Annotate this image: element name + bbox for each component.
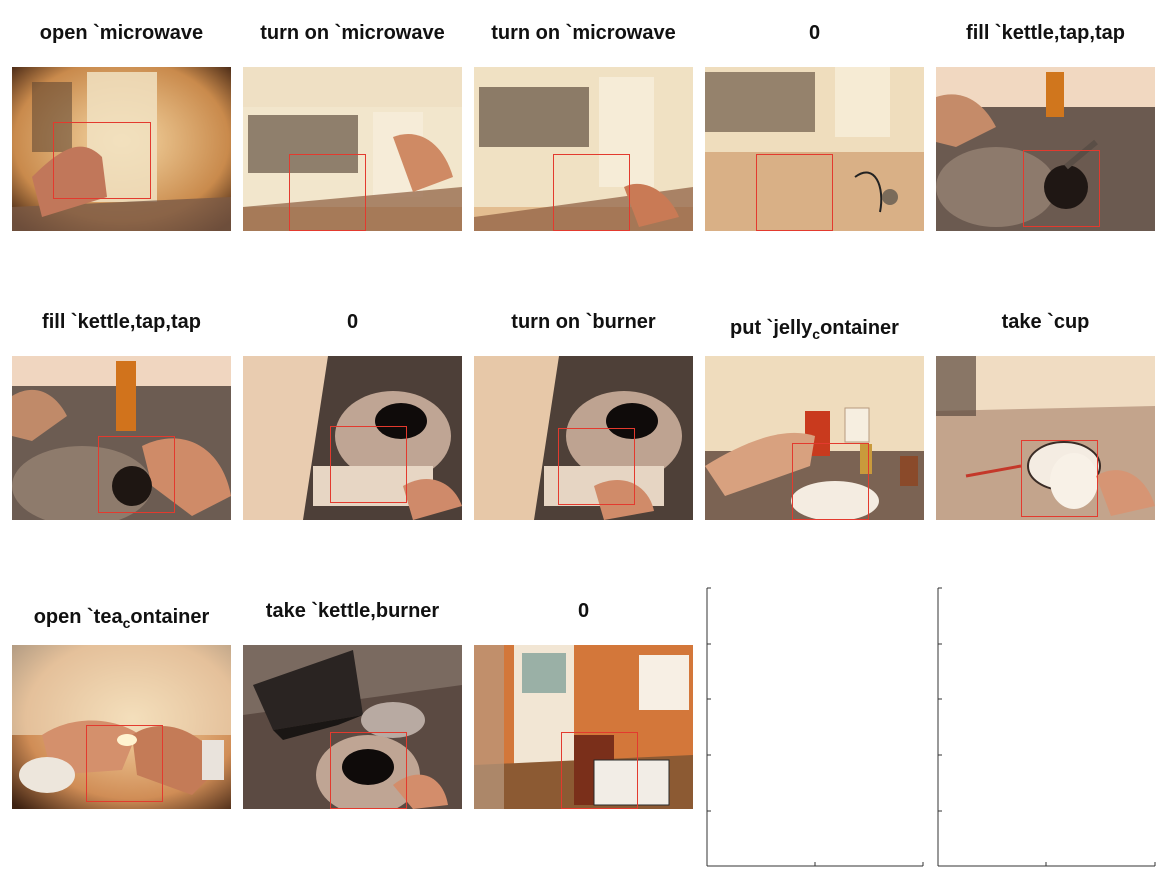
bounding-box xyxy=(53,122,151,199)
tile-title: turn on `burner xyxy=(511,311,656,333)
video-frame xyxy=(12,356,231,520)
empty-axes-2 xyxy=(937,587,1156,867)
tile-title: open `teacontainer xyxy=(33,606,210,631)
video-frame xyxy=(474,645,693,809)
video-frame xyxy=(12,67,231,231)
tile-title: turn on `microwave xyxy=(491,22,676,44)
bounding-box xyxy=(86,725,163,802)
bounding-box xyxy=(558,428,635,505)
video-frame xyxy=(243,356,462,520)
empty-axes-1 xyxy=(706,587,924,867)
video-frame xyxy=(474,67,693,231)
bounding-box xyxy=(289,154,366,231)
tile-title: fill `kettle,tap,tap xyxy=(42,311,201,333)
tile-title: take `cup xyxy=(1001,311,1090,333)
bounding-box xyxy=(756,154,833,231)
video-frame xyxy=(12,645,231,809)
video-frame xyxy=(936,67,1155,231)
bounding-box xyxy=(1023,150,1100,227)
video-frame xyxy=(474,356,693,520)
tile-title: open `microwave xyxy=(39,22,204,44)
tile-title: fill `kettle,tap,tap xyxy=(966,22,1125,44)
tile-title: take `kettle,burner xyxy=(265,600,440,622)
bounding-box xyxy=(1021,440,1098,517)
video-frame xyxy=(705,356,924,520)
tile-title: put `jellycontainer xyxy=(730,317,899,342)
video-frame xyxy=(936,356,1155,520)
tile-title: 0 xyxy=(577,600,590,622)
video-frame xyxy=(705,67,924,231)
bounding-box xyxy=(792,443,869,520)
tile-title: 0 xyxy=(808,22,821,44)
tile-title: turn on `microwave xyxy=(260,22,445,44)
bounding-box xyxy=(561,732,638,809)
bounding-box xyxy=(330,426,407,503)
video-frame xyxy=(243,645,462,809)
bounding-box xyxy=(330,732,407,809)
bounding-box xyxy=(553,154,630,231)
tile-title: 0 xyxy=(346,311,359,333)
bounding-box xyxy=(98,436,175,513)
video-frame xyxy=(243,67,462,231)
